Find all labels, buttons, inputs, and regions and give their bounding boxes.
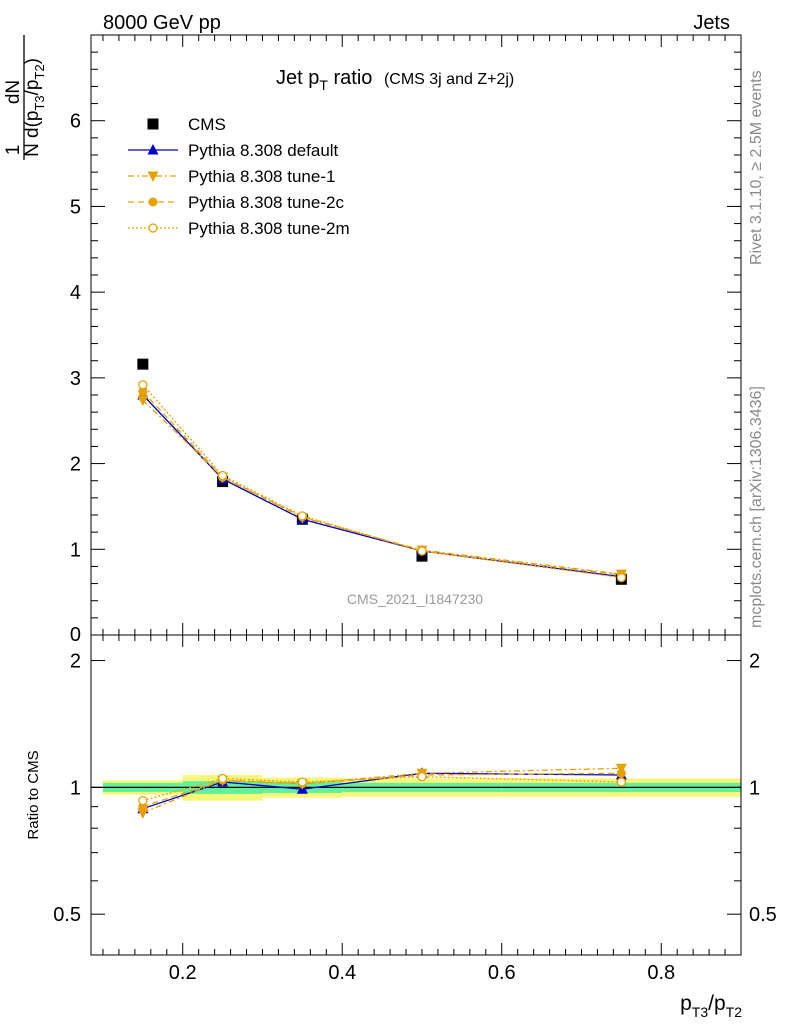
y-den-sub1: T3 bbox=[32, 95, 47, 110]
main-y-tick-label: 3 bbox=[70, 368, 81, 390]
x-tick-label: 0.4 bbox=[328, 962, 356, 984]
ratio-series bbox=[137, 763, 627, 819]
data-point bbox=[138, 380, 148, 390]
ratio-line bbox=[142, 767, 622, 814]
data-point bbox=[297, 511, 307, 521]
y-frac-bottom: N bbox=[22, 143, 43, 157]
ratio-point bbox=[616, 777, 627, 787]
legend: CMS Pythia 8.308 default Pythia 8.308 tune… bbox=[128, 115, 350, 238]
y-denominator: d(pT3/pT2) bbox=[22, 58, 47, 138]
ratio-point bbox=[417, 772, 427, 782]
ratio-y-tick-label: 2 bbox=[70, 651, 81, 673]
x-axis-label: pT3/pT2 bbox=[680, 992, 742, 1020]
ratio-y-tick-label-right: 2 bbox=[749, 651, 760, 673]
ratio-frame bbox=[90, 634, 742, 956]
legend-label: Pythia 8.308 tune-2c bbox=[188, 193, 344, 212]
header-left: 8000 GeV pp bbox=[103, 12, 221, 34]
main-y-tick-label: 2 bbox=[70, 454, 81, 476]
ratio-point bbox=[616, 768, 626, 778]
x-label-mid: /p bbox=[708, 992, 726, 1015]
data-point bbox=[417, 546, 427, 556]
main-y-tick-labels: 1 2 3 4 5 6 0 bbox=[70, 111, 81, 646]
series-line bbox=[142, 394, 622, 578]
series-line bbox=[142, 391, 622, 576]
analysis-watermark: CMS_2021_I1847230 bbox=[347, 591, 483, 607]
legend-marker bbox=[148, 223, 158, 233]
series-0 bbox=[137, 358, 627, 585]
x-tick-label: 0.6 bbox=[488, 962, 516, 984]
mcplots-label: mcplots.cern.ch [arXiv:1306.3436] bbox=[748, 386, 765, 628]
y-den-d: d(p bbox=[22, 111, 43, 138]
main-y-tick-label: 1 bbox=[70, 539, 81, 561]
ratio-series-3 bbox=[138, 772, 627, 806]
ratio-point bbox=[138, 795, 148, 806]
legend-marker bbox=[147, 171, 159, 182]
legend-label: Pythia 8.308 tune-2m bbox=[188, 219, 350, 238]
y-num: dN bbox=[3, 80, 24, 104]
main-y-tick-label: 4 bbox=[70, 282, 81, 304]
main-y-tick-label: 6 bbox=[70, 111, 81, 133]
ratio-y-axis-label: Ratio to CMS bbox=[25, 750, 42, 839]
ratio-y-tick-label: 0.5 bbox=[53, 904, 81, 926]
legend-marker bbox=[147, 118, 159, 130]
ratio-panel: 0.5 0.5 1 1 2 2 0.2 0.4 0.6 0.8 Ratio to CMS pT3… bbox=[25, 634, 777, 1020]
x-tick-label: 0.8 bbox=[647, 962, 675, 984]
y-den-sub2: T2 bbox=[32, 64, 47, 79]
main-panel: 1 2 3 4 5 6 0 CMS_2021_I1847230 Jet pT ratio (… bbox=[3, 34, 742, 646]
plot-title-main: Jet p bbox=[276, 67, 319, 89]
legend-label: Pythia 8.308 default bbox=[188, 141, 339, 160]
data-point bbox=[138, 387, 148, 397]
data-point bbox=[217, 470, 228, 481]
rivet-label: Rivet 3.1.10, ≥ 2.5M events bbox=[748, 70, 765, 265]
main-y-tick-label-zero: 0 bbox=[70, 624, 81, 646]
header-right: Jets bbox=[693, 12, 730, 34]
data-point bbox=[137, 358, 149, 370]
plot-title: Jet pT ratio (CMS 3j and Z+2j) bbox=[276, 67, 514, 93]
ratio-y-tick-label: 1 bbox=[70, 777, 81, 799]
plot-title-small: (CMS 3j and Z+2j) bbox=[384, 71, 514, 88]
ratio-y-tick-label-right: 0.5 bbox=[749, 904, 777, 926]
data-point bbox=[137, 395, 149, 407]
plot-title-rest: ratio bbox=[328, 67, 372, 89]
x-label-sub2: T2 bbox=[726, 1004, 743, 1020]
y-frac-top: 1 bbox=[3, 145, 24, 156]
main-y-tick-label: 5 bbox=[70, 196, 81, 218]
ratio-point bbox=[137, 808, 149, 819]
ratio-line bbox=[142, 776, 622, 802]
x-label-p1: p bbox=[680, 992, 692, 1015]
legend-marker bbox=[147, 144, 159, 155]
ratio-point bbox=[217, 773, 228, 784]
ratio-point bbox=[297, 777, 307, 787]
y-den-mid: /p bbox=[22, 80, 43, 96]
series-1 bbox=[137, 389, 627, 582]
legend-marker bbox=[148, 197, 158, 207]
series-2 bbox=[137, 395, 627, 581]
x-tick-label: 0.2 bbox=[169, 962, 197, 984]
series-line bbox=[142, 384, 622, 579]
x-label-sub1: T3 bbox=[692, 1004, 709, 1020]
legend-label: Pythia 8.308 tune-1 bbox=[188, 167, 335, 186]
y-den-end: ) bbox=[22, 58, 43, 64]
main-y-axis-label: 1 N dN d(pT3/pT2) bbox=[3, 35, 47, 160]
series-4 bbox=[138, 380, 627, 583]
ratio-ticks bbox=[91, 635, 742, 956]
ratio-y-tick-labels: 0.5 0.5 1 1 2 2 bbox=[53, 651, 777, 927]
legend-label: CMS bbox=[188, 115, 226, 134]
series-line bbox=[142, 399, 622, 575]
plot-title-sub: T bbox=[319, 77, 328, 93]
ratio-y-tick-label-right: 1 bbox=[749, 777, 760, 799]
data-point bbox=[616, 572, 627, 583]
main-series bbox=[137, 358, 627, 585]
series-3 bbox=[138, 387, 626, 580]
x-tick-labels: 0.2 0.4 0.6 0.8 bbox=[169, 962, 675, 984]
